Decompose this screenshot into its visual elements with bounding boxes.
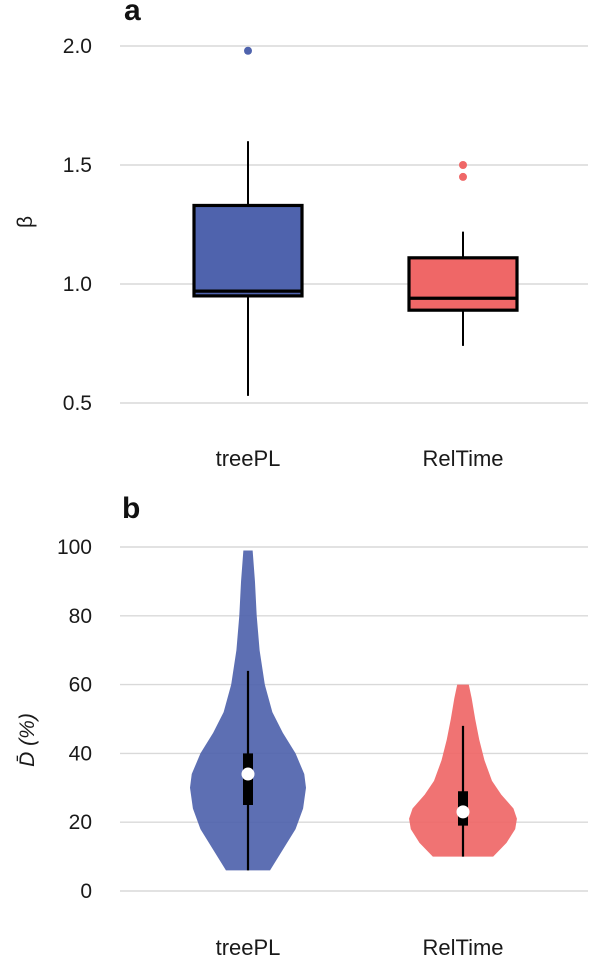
panel-b-y-tick-label: 0 xyxy=(80,880,92,903)
panel-b-y-tick-label: 40 xyxy=(69,742,92,765)
box-iqr xyxy=(407,256,519,312)
box-reltime xyxy=(407,161,519,346)
panel-a-letter: a xyxy=(124,0,141,27)
violin-reltime xyxy=(409,684,517,857)
panel-a-x-tick-label: RelTime xyxy=(422,446,503,471)
panel-b-gridlines xyxy=(120,546,588,892)
panel-a-y-tick-label: 1.5 xyxy=(63,154,92,177)
panel-a-y-tick-label: 0.5 xyxy=(63,392,92,415)
panel-b-letter: b xyxy=(122,492,140,525)
panel-b-x-tick-label: treePL xyxy=(216,935,281,958)
panel-b-y-tick-label: 20 xyxy=(69,811,92,834)
panel-b-violin: b D̄ (%) 0 20 40 60 80 100 treePL RelTime xyxy=(16,492,588,958)
panel-a-gridlines xyxy=(120,45,588,404)
panel-a-x-tick-label: treePL xyxy=(216,446,281,471)
box-treepl xyxy=(192,46,304,396)
panel-b-y-tick-label: 80 xyxy=(69,605,92,628)
outlier-point xyxy=(244,46,252,55)
panel-b-y-tick-label: 100 xyxy=(57,536,92,559)
panel-a-boxes xyxy=(192,46,519,396)
panel-a-y-axis-label: β xyxy=(14,216,37,228)
panel-a-x-ticks: treePL RelTime xyxy=(216,446,504,471)
outlier-point xyxy=(459,161,467,169)
violin-treepl xyxy=(190,550,306,871)
panel-b-x-tick-label: RelTime xyxy=(422,935,503,958)
panel-a-y-tick-label: 1.0 xyxy=(63,273,92,296)
panel-b-violins xyxy=(190,550,517,871)
panel-b-y-tick-label: 60 xyxy=(69,674,92,697)
panel-a-boxplot: a β 0.5 1.0 1.5 2.0 treePL RelTime xyxy=(14,0,588,471)
violin-median-point xyxy=(456,805,470,819)
panel-a-y-tick-label: 2.0 xyxy=(63,35,92,58)
box-iqr xyxy=(192,203,304,298)
panel-a-y-ticks: 0.5 1.0 1.5 2.0 xyxy=(63,35,92,415)
panel-b-x-ticks: treePL RelTime xyxy=(216,935,504,958)
violin-median-point xyxy=(241,767,255,781)
panel-b-y-ticks: 0 20 40 60 80 100 xyxy=(57,536,92,903)
outlier-point xyxy=(459,172,467,181)
panel-b-y-axis-label: D̄ (%) xyxy=(16,713,39,767)
